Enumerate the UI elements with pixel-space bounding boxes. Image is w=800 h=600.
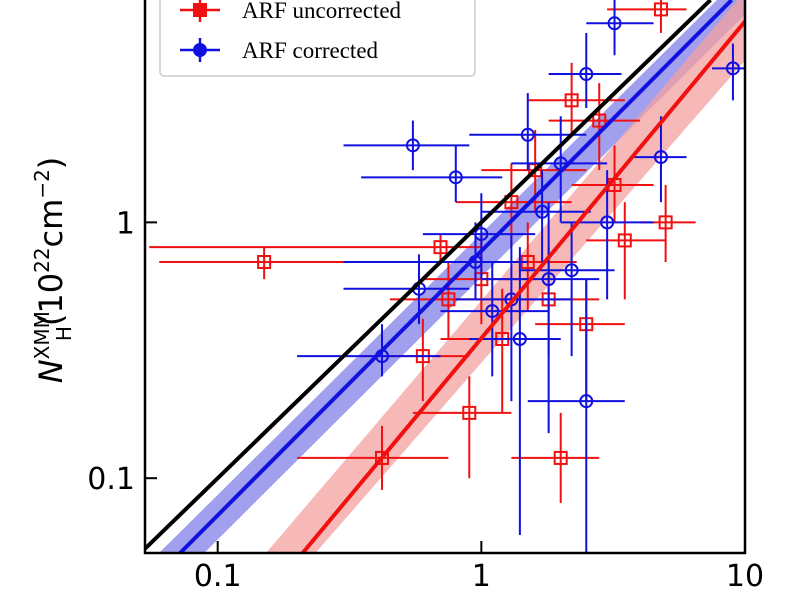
fit-lines: [145, 0, 745, 553]
marker: [658, 215, 673, 230]
marker: [541, 272, 556, 287]
marker: [535, 204, 550, 219]
legend: ARF uncorrected ARF corrected: [159, 0, 476, 77]
y-tick-label: 0.1: [87, 462, 135, 497]
fit-line: [145, 0, 712, 551]
legend-box: [159, 0, 476, 77]
marker: [375, 450, 390, 465]
fit-line: [301, 20, 745, 553]
marker: [564, 263, 579, 278]
marker: [448, 170, 463, 185]
y-label-part: H: [52, 326, 76, 341]
legend-swatch: [193, 3, 207, 17]
x-tick-label: 0.1: [194, 559, 242, 594]
marker: [579, 67, 594, 82]
marker: [512, 332, 527, 347]
marker: [405, 138, 420, 153]
marker: [653, 150, 668, 165]
marker: [520, 127, 535, 142]
marker: [553, 450, 568, 465]
y-label-part: (10: [32, 273, 70, 326]
marker: [579, 394, 594, 409]
x-tick-label: 1: [472, 559, 491, 594]
marker: [441, 292, 456, 307]
fit-line: [178, 0, 734, 553]
marker: [257, 254, 272, 269]
legend-label: ARF uncorrected: [242, 0, 402, 23]
y-label-part: N: [32, 359, 70, 383]
marker: [607, 16, 622, 31]
y-label-part: ): [32, 157, 70, 169]
marker: [504, 195, 519, 210]
legend-label: ARF corrected: [242, 38, 379, 63]
plot-frame: [143, 0, 747, 555]
marker: [725, 61, 740, 76]
marker: [433, 240, 448, 255]
fit-band: [265, 0, 745, 553]
y-label-part: cm: [32, 199, 70, 248]
marker: [600, 215, 615, 230]
y-tick-label: 1: [116, 206, 135, 241]
marker: [564, 93, 579, 108]
x-tick-label: 10: [726, 559, 764, 594]
y-label-part: −2: [30, 169, 54, 198]
marker: [617, 233, 632, 248]
legend-swatch: [193, 43, 207, 57]
marker: [504, 292, 519, 307]
marker: [462, 405, 477, 420]
axes: 0.1 1 10 0.1 1: [87, 206, 764, 594]
marker: [485, 304, 500, 319]
marker: [592, 113, 607, 128]
marker: [653, 2, 668, 17]
y-axis-label: NXMMH(1022cm−2): [30, 157, 76, 384]
y-label-part: XMM: [30, 311, 54, 359]
y-label-part: 22: [30, 247, 54, 272]
